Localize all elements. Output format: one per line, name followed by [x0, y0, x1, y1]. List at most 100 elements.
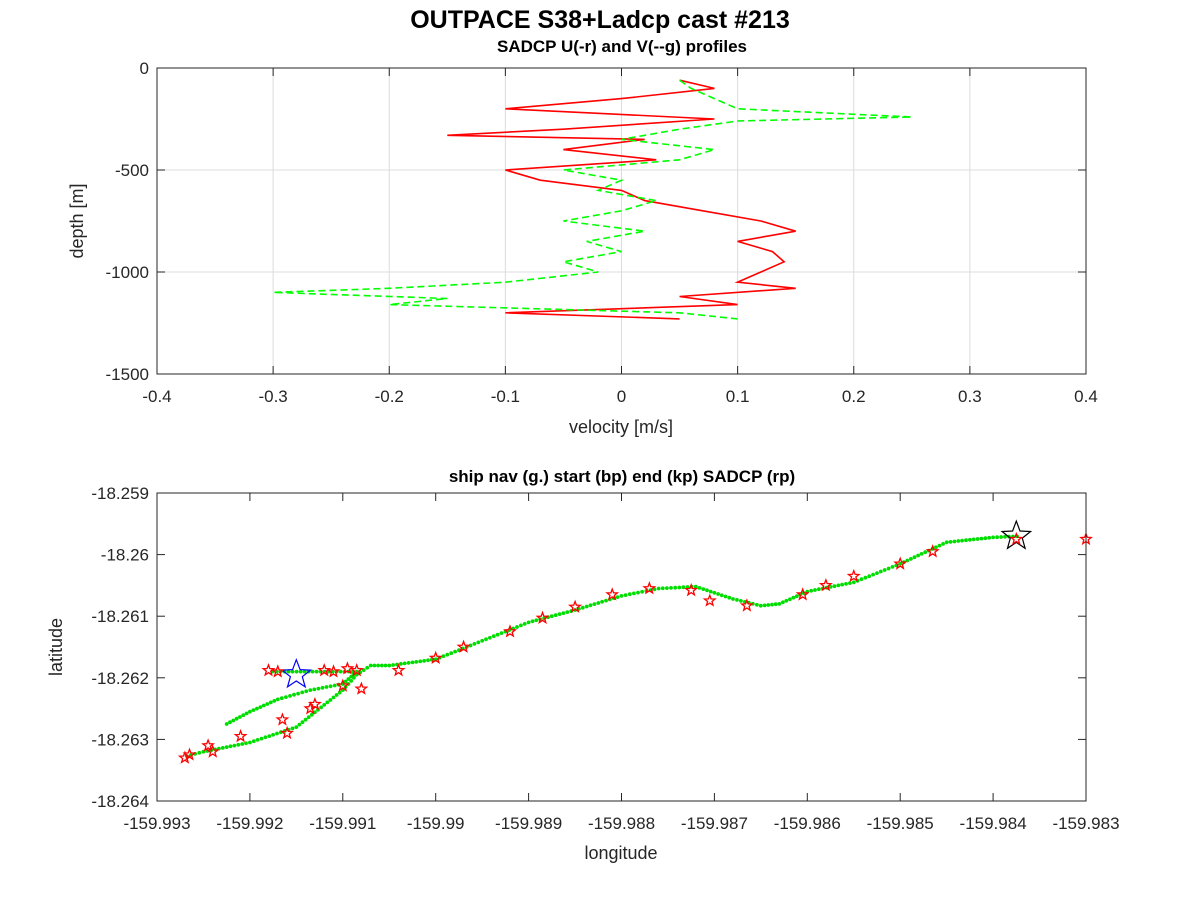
ship-nav-dot — [867, 574, 872, 579]
ship-nav-dot — [731, 597, 735, 601]
ship-nav-dot — [813, 588, 817, 592]
ship-nav-dot — [449, 651, 454, 656]
sadcp-star — [391, 663, 406, 677]
ship-nav-dot — [306, 715, 311, 720]
ship-nav-dot — [275, 697, 280, 702]
ship-nav-dot — [755, 602, 759, 607]
ship-nav-dot — [300, 720, 305, 725]
ship-nav-dot — [361, 668, 366, 672]
ship-nav-dot — [284, 695, 288, 699]
ship-nav-dot — [519, 623, 523, 628]
ship-nav-xtick-label: -159.986 — [774, 814, 841, 833]
ship-nav-dot — [916, 553, 920, 558]
ship-nav-panel: ship nav (g.) start (bp) end (kp) SADCP … — [46, 467, 1120, 863]
end-position-star — [1000, 519, 1033, 550]
ship-nav-xtick-label: -159.983 — [1052, 814, 1119, 833]
ship-nav-dot — [316, 707, 320, 712]
ship-nav-dot — [232, 743, 237, 748]
ship-nav-dot — [308, 688, 313, 692]
ship-nav-dot — [354, 669, 359, 674]
ship-nav-dot — [828, 585, 833, 589]
ship-nav-dot — [255, 706, 259, 711]
sadcp-star — [270, 664, 285, 678]
ship-nav-dot — [937, 543, 942, 548]
ship-nav-dot — [453, 649, 457, 654]
ship-nav-dot — [708, 589, 713, 594]
ship-nav-dot — [773, 602, 778, 607]
ship-nav-dot — [553, 613, 558, 618]
ship-nav-dot — [349, 679, 354, 683]
sadcp-star — [818, 578, 833, 592]
sadcp-star — [335, 678, 350, 692]
ship-nav-dot — [898, 561, 903, 566]
ship-nav-dot — [758, 603, 763, 608]
ship-nav-dot — [331, 695, 336, 700]
ship-nav-dot — [890, 565, 895, 569]
ship-nav-dot — [719, 593, 724, 598]
ship-nav-dot — [526, 620, 531, 625]
ship-nav-dot — [234, 716, 239, 721]
ship-nav-dot — [909, 557, 913, 561]
velocity-xtick-label: 0.4 — [1074, 387, 1098, 406]
ship-nav-dot — [251, 739, 256, 744]
ship-nav-dot — [422, 659, 426, 663]
ship-nav-dot — [588, 603, 593, 608]
ship-nav-dot — [515, 625, 519, 629]
velocity-xtick-label: -0.2 — [375, 387, 404, 406]
sadcp-star — [233, 728, 248, 743]
ship-nav-dot — [681, 585, 686, 590]
ship-nav-dot — [716, 592, 720, 596]
ship-nav-dot — [279, 696, 284, 701]
ship-nav-dot — [324, 685, 329, 689]
sadcp-star — [456, 639, 471, 653]
ship-nav-dot — [267, 734, 272, 738]
velocity-profile-title: SADCP U(-r) and V(--g) profiles — [497, 37, 747, 56]
ship-nav-dot — [619, 594, 624, 598]
velocity-ytick-label: -1000 — [106, 263, 149, 282]
sadcp-star — [846, 568, 861, 583]
ship-nav-dot — [320, 685, 325, 690]
ship-nav-dot — [791, 595, 796, 600]
ship-nav-dot — [410, 660, 415, 665]
ship-nav-dot — [309, 712, 314, 717]
ship-nav-dot — [337, 690, 342, 695]
ship-nav-dot — [322, 703, 327, 707]
ship-nav-xtick-label: -159.987 — [681, 814, 748, 833]
ship-nav-xtick-label: -159.991 — [309, 814, 376, 833]
velocity-ytick-label: -500 — [115, 161, 149, 180]
ship-nav-dot — [304, 689, 309, 694]
ship-nav-dot — [271, 732, 275, 737]
ship-nav-dot — [712, 590, 717, 595]
ship-nav-dot — [794, 594, 799, 599]
ship-nav-dot — [987, 535, 992, 540]
velocity-ytick-label: 0 — [140, 59, 149, 78]
ship-nav-dot — [238, 715, 242, 719]
ship-nav-dot — [788, 597, 792, 602]
ship-nav-dot — [580, 605, 585, 610]
ship-nav-dot — [565, 610, 570, 614]
velocity-xtick-label: -0.3 — [258, 387, 287, 406]
ship-nav-dot — [777, 602, 782, 606]
ship-nav-dot — [809, 588, 814, 593]
sadcp-star — [205, 744, 220, 758]
ship-nav-dot — [258, 705, 263, 709]
velocity-xtick-label: 0.3 — [958, 387, 982, 406]
ship-nav-dot — [296, 691, 300, 696]
ship-nav-xtick-label: -159.992 — [216, 814, 283, 833]
sadcp-star — [349, 663, 364, 677]
sadcp-star — [428, 650, 443, 664]
ship-nav-dot — [557, 612, 562, 616]
ship-nav-dot — [275, 731, 279, 736]
ship-nav-dot — [665, 586, 669, 590]
ship-nav-dot — [968, 537, 972, 542]
ship-nav-dot — [656, 586, 661, 591]
ship-nav-dot — [886, 566, 891, 571]
ship-nav-dot — [878, 569, 883, 574]
ship-nav-dot — [766, 603, 771, 607]
ship-nav-dot — [934, 545, 938, 550]
ship-nav-dot — [836, 583, 841, 588]
sadcp-star — [702, 593, 717, 607]
ship-nav-dot — [693, 584, 698, 589]
ship-nav-dot — [332, 683, 337, 688]
velocity-ytick-label: -1500 — [106, 365, 149, 384]
